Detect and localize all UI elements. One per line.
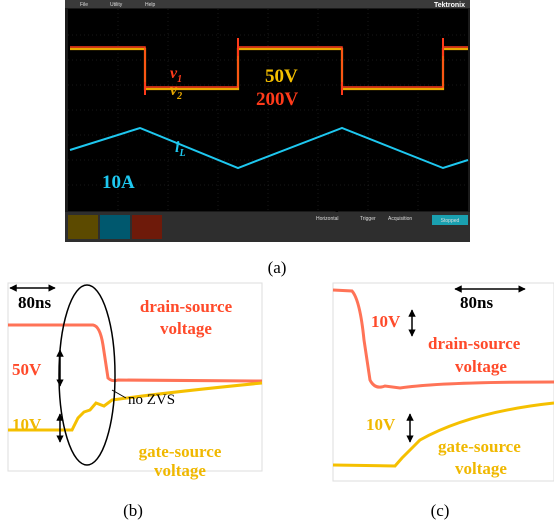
drain-scale: 50V xyxy=(12,360,42,379)
gate-label: voltage xyxy=(154,461,206,480)
zoom-panel-c: 80ns 10V drain-source voltage 10V gate-s… xyxy=(333,283,554,481)
gate-label: gate-source xyxy=(438,437,521,456)
gate-label: voltage xyxy=(455,459,507,478)
drain-label: drain-source xyxy=(428,334,521,353)
caption: (a) xyxy=(268,258,287,277)
status-label: Horizontal xyxy=(316,216,339,222)
menu-bar xyxy=(65,0,470,8)
menu-item: Utility xyxy=(110,2,123,8)
caption: (c) xyxy=(431,501,450,520)
status-state: Stopped xyxy=(441,218,460,224)
status-label: Acquisition xyxy=(388,216,412,222)
menu-item: Help xyxy=(145,2,156,8)
ch-box xyxy=(68,215,98,239)
zoom-panel-b: 80ns drain-source voltage 50V no ZVS 10V… xyxy=(8,283,262,480)
brand: Tektronix xyxy=(434,2,465,9)
scale-v1: 200V xyxy=(256,89,299,110)
ch-box xyxy=(132,215,162,239)
ch-box xyxy=(100,215,130,239)
scale-iL: 10A xyxy=(102,172,135,193)
menu-item: File xyxy=(80,2,88,8)
status-label: Trigger xyxy=(360,216,376,222)
gate-scale: 10V xyxy=(366,415,396,434)
time-scale: 80ns xyxy=(18,293,51,312)
drain-label: voltage xyxy=(160,319,212,338)
time-scale: 4μs xyxy=(325,194,353,215)
note: no ZVS xyxy=(128,392,175,408)
scale-v2: 50V xyxy=(265,66,298,87)
gate-scale: 10V xyxy=(12,415,42,434)
drain-label: drain-source xyxy=(140,297,233,316)
scope-panel: File Utility Help Tektronix v1 v2 50V 20… xyxy=(65,0,470,242)
caption: (b) xyxy=(123,501,143,520)
drain-label: voltage xyxy=(455,357,507,376)
figure: File Utility Help Tektronix v1 v2 50V 20… xyxy=(0,0,554,527)
drain-scale: 10V xyxy=(371,312,401,331)
time-scale: 80ns xyxy=(460,293,493,312)
gate-label: gate-source xyxy=(139,442,222,461)
